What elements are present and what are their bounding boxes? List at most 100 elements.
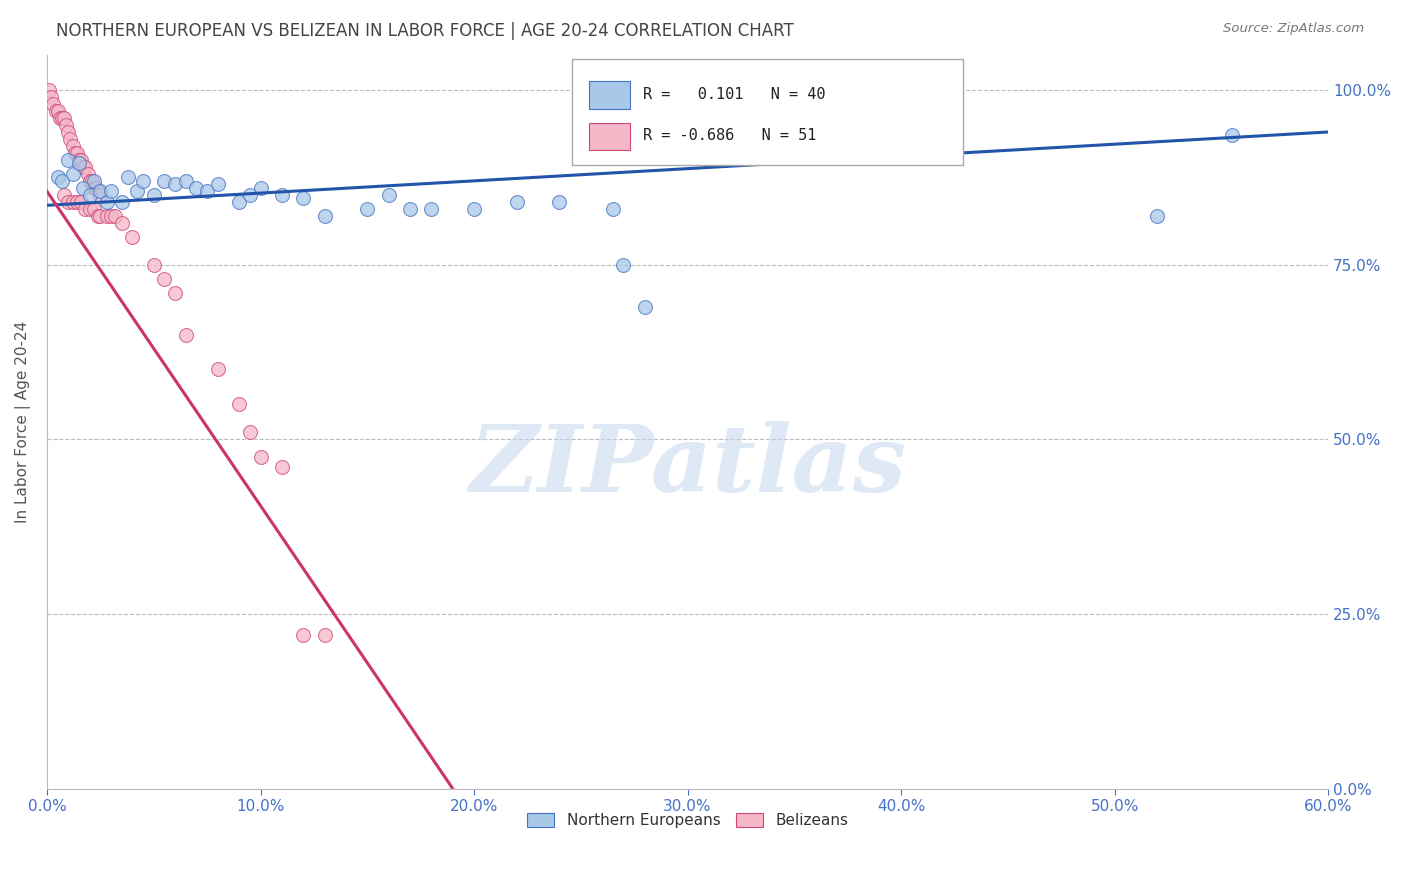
Point xyxy=(314,628,336,642)
Point xyxy=(634,300,657,314)
Point xyxy=(100,185,122,199)
Point xyxy=(66,194,89,209)
Point xyxy=(59,132,82,146)
Point xyxy=(506,194,529,209)
Point xyxy=(46,103,69,118)
Point xyxy=(96,209,118,223)
Point xyxy=(72,181,94,195)
Text: Source: ZipAtlas.com: Source: ZipAtlas.com xyxy=(1223,22,1364,36)
Point xyxy=(46,170,69,185)
Point xyxy=(89,209,111,223)
Point xyxy=(612,258,634,272)
Point xyxy=(67,153,90,167)
Point xyxy=(153,271,176,285)
Text: ZIPatlas: ZIPatlas xyxy=(470,421,905,511)
Point xyxy=(117,170,139,185)
Point xyxy=(55,118,77,132)
Text: NORTHERN EUROPEAN VS BELIZEAN IN LABOR FORCE | AGE 20-24 CORRELATION CHART: NORTHERN EUROPEAN VS BELIZEAN IN LABOR F… xyxy=(56,22,794,40)
Point xyxy=(249,450,271,464)
FancyBboxPatch shape xyxy=(589,122,630,151)
Point xyxy=(548,194,571,209)
Point xyxy=(83,174,105,188)
Point xyxy=(89,187,111,202)
FancyBboxPatch shape xyxy=(589,81,630,109)
Point xyxy=(1146,209,1168,223)
Point xyxy=(420,202,443,216)
Point xyxy=(72,160,94,174)
Point xyxy=(70,153,93,167)
Point xyxy=(39,90,62,104)
Point xyxy=(228,397,250,411)
Y-axis label: In Labor Force | Age 20-24: In Labor Force | Age 20-24 xyxy=(15,321,31,523)
Point xyxy=(76,167,98,181)
Point xyxy=(292,628,315,642)
Point xyxy=(377,187,399,202)
Point xyxy=(270,187,292,202)
Point xyxy=(70,194,93,209)
Point xyxy=(80,174,103,188)
Point xyxy=(42,97,65,112)
Point xyxy=(62,167,84,181)
Point xyxy=(75,202,97,216)
Point xyxy=(58,125,80,139)
Point xyxy=(239,187,262,202)
Legend: Northern Europeans, Belizeans: Northern Europeans, Belizeans xyxy=(519,805,856,836)
Point xyxy=(89,185,111,199)
Point xyxy=(228,194,250,209)
Point xyxy=(62,194,84,209)
Point xyxy=(314,209,336,223)
Point xyxy=(53,187,76,202)
Point xyxy=(207,362,229,376)
Point xyxy=(63,145,86,160)
Point xyxy=(125,185,148,199)
Point xyxy=(121,229,143,244)
Point xyxy=(87,185,110,199)
Point xyxy=(66,145,89,160)
Point xyxy=(75,160,97,174)
Point xyxy=(463,202,485,216)
Point xyxy=(49,111,72,125)
Point xyxy=(58,194,80,209)
Point xyxy=(602,202,624,216)
Point xyxy=(174,174,197,188)
Point xyxy=(195,185,218,199)
Point xyxy=(62,139,84,153)
Point xyxy=(270,460,292,475)
Point xyxy=(399,202,422,216)
Point xyxy=(292,191,315,205)
Point xyxy=(67,156,90,170)
Point xyxy=(249,181,271,195)
Text: R =   0.101   N = 40: R = 0.101 N = 40 xyxy=(643,87,825,102)
Point xyxy=(96,194,118,209)
Point xyxy=(132,174,155,188)
Point xyxy=(142,187,165,202)
Point xyxy=(44,103,66,118)
Point xyxy=(142,258,165,272)
Point xyxy=(174,327,197,342)
Point xyxy=(165,285,187,300)
Point xyxy=(356,202,378,216)
Point xyxy=(104,209,127,223)
Point xyxy=(79,187,101,202)
Point xyxy=(79,174,101,188)
Point xyxy=(111,194,134,209)
Point xyxy=(165,178,187,192)
Point xyxy=(87,209,110,223)
Point xyxy=(38,83,60,97)
Point xyxy=(84,181,107,195)
Point xyxy=(239,425,262,440)
Point xyxy=(100,209,122,223)
Point xyxy=(1220,128,1243,143)
Point xyxy=(51,111,73,125)
Point xyxy=(58,153,80,167)
Point xyxy=(83,202,105,216)
FancyBboxPatch shape xyxy=(572,59,963,165)
Point xyxy=(207,178,229,192)
Point xyxy=(79,202,101,216)
Text: R = -0.686   N = 51: R = -0.686 N = 51 xyxy=(643,128,815,144)
Point xyxy=(51,174,73,188)
Point xyxy=(83,181,105,195)
Point xyxy=(186,181,208,195)
Point xyxy=(153,174,176,188)
Point xyxy=(111,216,134,230)
